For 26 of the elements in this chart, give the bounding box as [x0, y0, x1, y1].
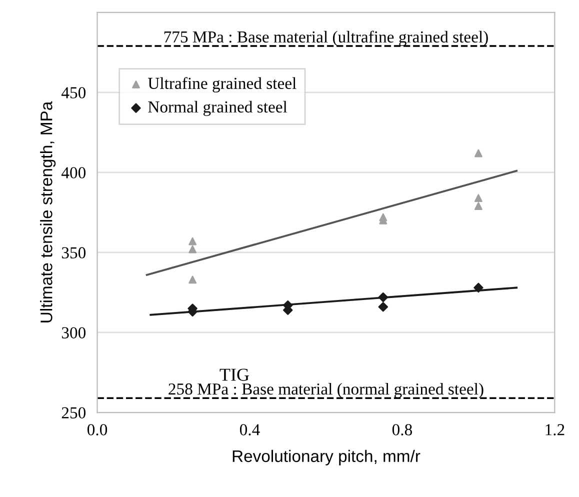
point [474, 149, 482, 158]
x-axis-title: Revolutionary pitch, mm/r [232, 450, 420, 466]
legend-label: Ultrafine grained steel [148, 77, 296, 92]
y-tick-label: 350 [62, 247, 86, 258]
x-tick-label: 0.4 [240, 424, 260, 436]
point [379, 213, 388, 222]
y-tick-label: 300 [62, 327, 86, 338]
y-tick-label: 400 [61, 167, 86, 178]
ref-line-label: 258 MPa : Base material (normal grained steel) [168, 382, 484, 398]
y-axis-title: Ultimate tensile strength, MPa [40, 101, 56, 322]
y-tick-label: 250 [62, 407, 86, 418]
ref-line-label: 775 MPa : Base material (ultrafine grained steel) [164, 30, 488, 46]
point [188, 276, 197, 284]
y-tick-label: 450 [61, 87, 86, 98]
point [474, 282, 484, 293]
x-tick-label: 1.2 [546, 424, 564, 436]
x-tick-label: 0.8 [392, 424, 412, 436]
point [378, 302, 388, 312]
point [188, 237, 197, 246]
annotation: TIG [220, 368, 249, 381]
point [474, 202, 482, 210]
point [474, 194, 482, 202]
x-tick-label: 0.0 [87, 424, 108, 436]
legend-label: Normal grained steel [148, 100, 288, 116]
point [378, 292, 388, 302]
point [188, 245, 197, 254]
